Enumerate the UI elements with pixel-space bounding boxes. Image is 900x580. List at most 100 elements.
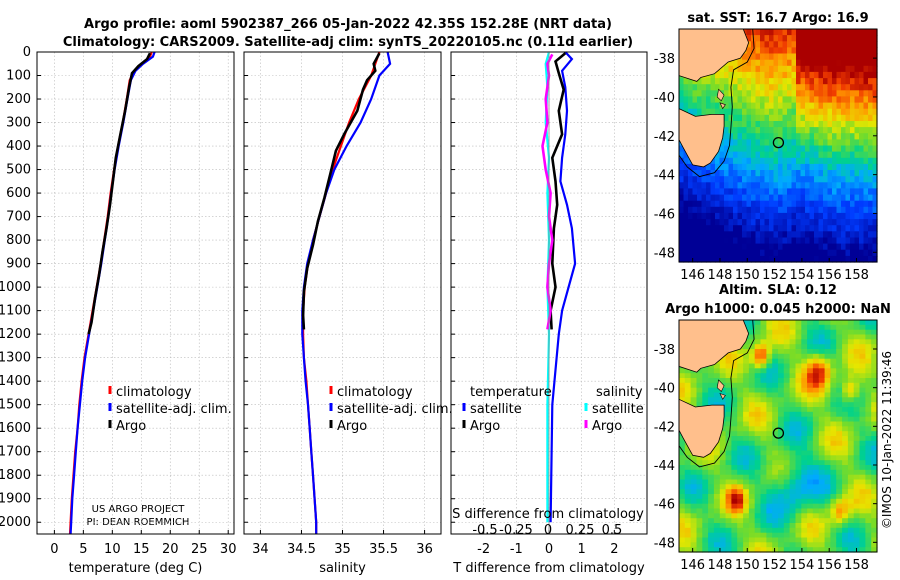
sst-map-cell — [809, 225, 815, 232]
sst-map-cell — [827, 127, 833, 134]
sla-map-cell — [789, 484, 796, 490]
sst-map-cell — [724, 212, 730, 220]
sla-map-cell — [778, 498, 785, 505]
sst-map-cell — [868, 255, 874, 263]
sst-map-ytick-label: -38 — [654, 52, 675, 67]
sla-map-cell — [748, 542, 756, 548]
sla-map-cell — [772, 416, 779, 423]
sla-map-cell — [847, 426, 855, 432]
sla-map-cell — [719, 508, 727, 514]
sla-map-cell — [795, 518, 802, 524]
sla-map-cell — [836, 334, 843, 340]
sst-map-cell — [755, 84, 761, 91]
sst-map-cell — [841, 90, 847, 97]
sst-map-cell — [773, 90, 779, 97]
sst-map-cell — [683, 225, 689, 232]
sla-map-cell — [824, 382, 831, 389]
sst-map-cell — [827, 41, 833, 48]
sla-map-cell — [824, 532, 831, 539]
sla-map-cell — [818, 363, 826, 369]
sla-map-cell — [795, 363, 802, 369]
sla-map-cell — [743, 353, 750, 360]
sst-map-cell — [679, 225, 685, 232]
sst-map-cell — [724, 127, 730, 134]
sla-map-cell — [795, 460, 802, 466]
sst-map-cell — [778, 133, 784, 140]
sst-map-cell — [814, 243, 820, 251]
sla-map-cell — [778, 368, 785, 374]
sst-map-cell — [764, 188, 770, 196]
sla-map-cell — [760, 537, 767, 543]
sla-map-cell — [836, 474, 843, 481]
sst-map-cell — [863, 59, 869, 67]
sla-map-cell — [713, 489, 721, 495]
sla-map-cell — [731, 431, 738, 437]
sla-map-cell — [778, 455, 785, 461]
sst-map-cell — [791, 96, 797, 104]
sst-map-cell — [724, 65, 730, 73]
sla-map-cell — [772, 460, 779, 466]
sst-map-cell — [692, 176, 698, 183]
sst-map-cell — [724, 176, 730, 183]
sla-map-cell — [842, 378, 849, 384]
sst-map-cell — [715, 108, 721, 116]
sla-map-cell — [772, 513, 779, 519]
sst-map-cell — [742, 78, 748, 85]
sst-map-cell — [863, 65, 869, 73]
sla-map-cell — [789, 508, 796, 514]
sla-map-cell — [789, 465, 796, 471]
sst-map-cell — [832, 53, 838, 61]
sst-map-cell — [764, 182, 770, 189]
sst-map-cell — [760, 108, 766, 116]
sst-map-cell — [850, 133, 856, 140]
sst-map-cell — [760, 96, 766, 104]
sst-map-cell — [701, 182, 707, 189]
sst-map-cell — [845, 206, 851, 214]
sst-map-cell — [823, 225, 829, 232]
sst-map-cell — [737, 78, 743, 85]
sst-map-cell — [814, 108, 820, 116]
sst-map-cell — [868, 65, 874, 73]
sla-map-cell — [713, 363, 721, 369]
sst-map-cell — [737, 121, 743, 128]
sst-map-cell — [742, 71, 748, 79]
sst-map-cell — [818, 65, 824, 73]
sla-map-cell — [684, 469, 692, 476]
sst-map-cell — [841, 145, 847, 153]
sst-map-cell — [805, 102, 811, 110]
sst-map-cell — [688, 231, 694, 238]
imos-credit: ©IMOS 10-Jan-2022 11:39:46 — [880, 351, 894, 529]
sla-map-cell — [778, 324, 785, 331]
sla-map-cell — [760, 532, 767, 539]
sla-map-cell — [725, 416, 732, 423]
sla-map-ytick-label: -38 — [654, 343, 675, 358]
sst-map-cell — [751, 71, 757, 79]
sla-map-cell — [830, 392, 837, 398]
sla-map-cell — [789, 469, 796, 476]
sla-map-cell — [847, 363, 855, 369]
sst-map-cell — [850, 59, 856, 67]
sla-map-cell — [865, 402, 872, 408]
sla-map-cell — [684, 542, 692, 548]
sla-map-cell — [801, 508, 808, 514]
sla-map-cell — [778, 402, 785, 408]
sst-map-cell — [827, 163, 833, 171]
sla-map-cell — [778, 489, 785, 495]
sla-map-cell — [743, 373, 750, 379]
sst-map-cell — [692, 96, 698, 104]
sst-map-cell — [688, 225, 694, 232]
sla-map-cell — [679, 382, 686, 389]
sla-map-cell — [865, 353, 872, 360]
sla-map-cell — [679, 460, 686, 466]
sla-map-cell — [795, 440, 802, 447]
sla-map-cell — [853, 392, 861, 398]
sla-map-cell — [731, 532, 738, 539]
sst-map-cell — [836, 90, 842, 97]
sst-map-cell — [836, 139, 842, 147]
sst-map-field — [679, 29, 878, 263]
sla-map-cell — [818, 532, 826, 539]
salinity-xlabel: salinity — [319, 561, 366, 576]
sla-map-cell — [690, 392, 697, 398]
sst-map-cell — [715, 255, 721, 263]
sst-map-cell — [854, 194, 860, 202]
